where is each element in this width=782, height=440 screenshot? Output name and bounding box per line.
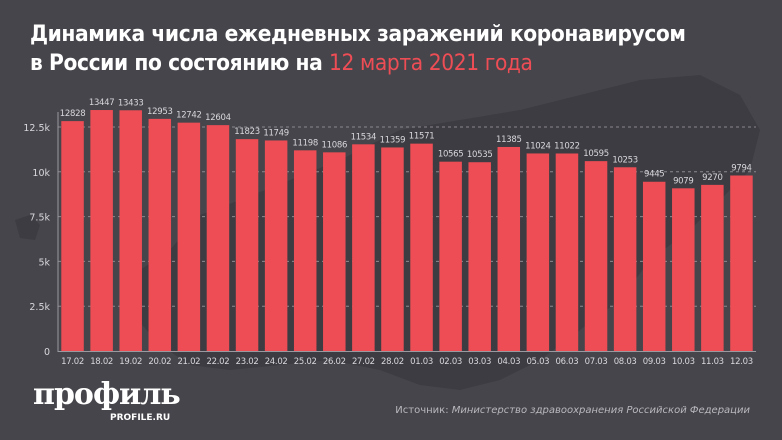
x-tick-label: 09.03 [643,357,666,367]
data-label: 11022 [554,141,580,151]
data-label: 9794 [731,163,751,173]
title-line-2: в России по состоянию на 12 марта 2021 г… [30,49,770,78]
x-tick-label: 19.02 [119,357,142,367]
bar-21.02 [177,122,201,351]
data-label: 11749 [263,128,289,138]
x-tick-label: 20.02 [148,357,171,367]
x-tick-label: 21.02 [177,357,200,367]
bar-03.03 [468,162,491,351]
y-tick-label: 5k [38,257,50,268]
source-note: Источник: Министерство здравоохранения Р… [395,405,750,416]
bar-24.02 [264,140,288,351]
bar-11.03 [701,184,724,351]
bars [61,110,753,352]
x-tick-label: 26.02 [323,357,346,367]
x-tick-label: 22.02 [207,357,230,367]
bar-18.02 [90,110,113,352]
x-tick-label: 17.02 [61,357,84,367]
source-label: Источник: [395,405,449,416]
x-tick-label: 05.03 [526,357,549,367]
title-date-accent: 12 марта 2021 года [329,50,533,76]
x-tick-label: 24.02 [265,357,288,367]
bar-26.02 [323,152,346,351]
data-label: 12828 [60,109,86,119]
x-tick-label: 23.02 [236,357,259,367]
data-label: 10595 [583,149,609,159]
x-tick-label: 27.02 [352,357,375,367]
bar-20.02 [148,118,172,352]
x-tick-label: 07.03 [585,357,608,367]
bar-17.02 [61,121,84,351]
data-label: 9445 [644,170,664,180]
y-tick-label: 0 [44,347,50,358]
data-label: 10253 [612,155,638,165]
x-tick-label: 25.02 [294,357,317,367]
x-tick-label: 28.02 [381,357,404,367]
data-label: 11534 [351,132,377,142]
bar-28.02 [381,147,404,351]
bar-07.03 [584,161,608,351]
x-tick-label: 06.03 [556,357,579,367]
data-label: 12742 [176,111,202,121]
bar-10.03 [672,188,695,351]
data-label: 12604 [205,113,231,123]
title-line-2-prefix: в России по состоянию на [30,50,330,76]
bar-04.03 [497,146,521,351]
data-label: 9079 [673,176,693,186]
y-axis-ticks: 0 2.5k 5k 7.5k 10k 12.5k [23,123,50,358]
data-label: 10535 [467,150,493,160]
bar-02.03 [439,161,462,351]
bar-08.03 [613,167,637,351]
bar-25.02 [293,150,317,351]
data-label: 11823 [234,127,260,137]
title-line-1: Динамика числа ежедневных заражений коро… [30,21,686,47]
bar-01.03 [410,143,433,351]
x-tick-label: 10.03 [672,357,695,367]
x-axis-ticks: 17.02 18.02 19.02 20.02 21.02 22.02 23.02 24.02… [61,357,753,367]
x-tick-label: 12.03 [730,357,753,367]
x-tick-label: 01.03 [410,357,433,367]
data-label: 9270 [702,173,722,183]
x-tick-label: 02.03 [439,357,462,367]
profil-logo: профиль [33,377,181,412]
data-label: 11385 [496,135,522,145]
bar-19.02 [119,110,142,351]
y-tick-label: 10k [32,168,50,179]
gridlines [58,126,756,307]
data-label: 13433 [118,98,144,108]
data-label: 13447 [89,98,115,108]
bar-12.03 [730,175,753,351]
bar-05.03 [526,153,550,351]
x-tick-label: 04.03 [497,357,520,367]
data-label: 11571 [409,132,435,142]
bar-27.02 [352,144,375,351]
data-label: 10565 [438,150,464,160]
x-tick-label: 03.03 [468,357,491,367]
bar-06.03 [555,153,579,351]
data-label: 11198 [292,138,318,148]
source-value: Министерство здравоохранения Российской … [451,405,750,416]
data-label: 11359 [380,135,406,145]
bar-23.02 [235,139,259,351]
y-tick-label: 12.5k [23,123,50,134]
data-label: 11024 [525,141,551,151]
x-tick-label: 18.02 [90,357,113,367]
profile-ru-link[interactable]: PROFILE.RU [110,413,171,423]
chart-title: Динамика числа ежедневных заражений коро… [30,20,770,78]
x-tick-label: 11.03 [701,357,724,367]
bar-09.03 [642,181,666,351]
data-label: 11086 [322,140,348,150]
y-tick-label: 7.5k [29,213,50,224]
x-tick-label: 08.03 [614,357,637,367]
y-tick-label: 2.5k [29,302,50,313]
bar-22.02 [206,125,230,351]
data-label: 12953 [147,107,173,117]
